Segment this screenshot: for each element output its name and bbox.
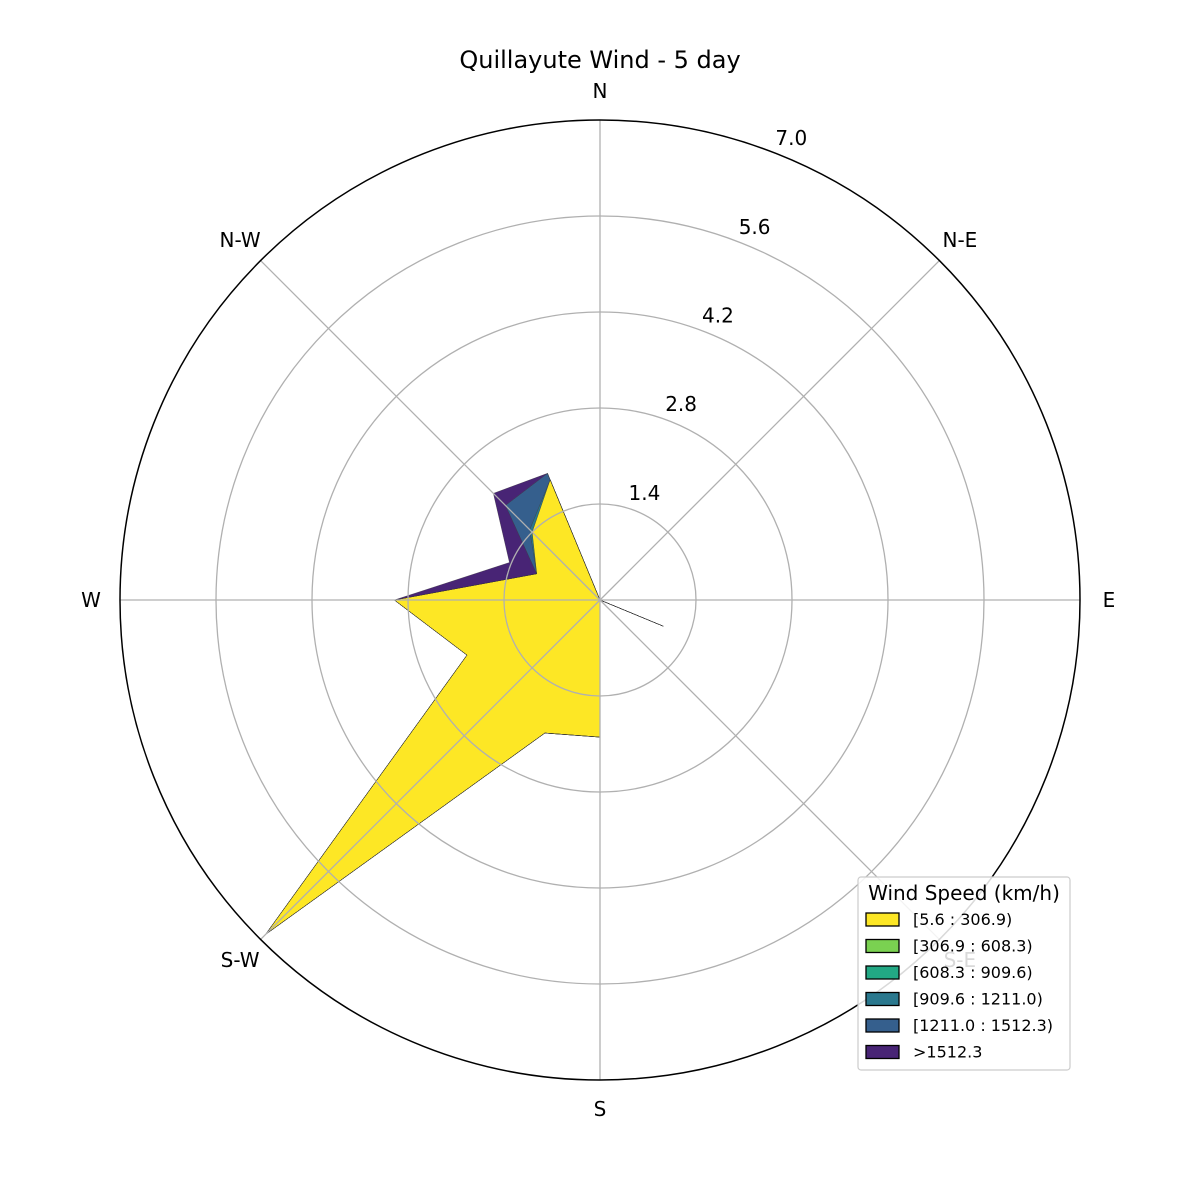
legend-label: [306.9 : 608.3) bbox=[913, 937, 1033, 956]
series-areas bbox=[265, 473, 663, 934]
legend-title: Wind Speed (km/h) bbox=[868, 881, 1060, 905]
direction-label-n-e: N-E bbox=[942, 228, 977, 252]
radial-tick-label: 2.8 bbox=[665, 392, 697, 416]
legend-swatch bbox=[866, 1019, 899, 1032]
direction-label-n-w: N-W bbox=[220, 228, 261, 252]
radial-tick-label: 4.2 bbox=[702, 303, 734, 327]
legend: Wind Speed (km/h) [5.6 : 306.9) [306.9 : … bbox=[858, 877, 1070, 1070]
legend-label: >1512.3 bbox=[913, 1043, 982, 1062]
legend-swatch bbox=[866, 966, 899, 979]
direction-label-e: E bbox=[1103, 588, 1116, 612]
legend-swatch bbox=[866, 993, 899, 1006]
radial-tick-label: 7.0 bbox=[775, 126, 807, 150]
legend-label: [909.6 : 1211.0) bbox=[913, 990, 1043, 1009]
radial-tick-label: 5.6 bbox=[739, 215, 771, 239]
legend-swatch bbox=[866, 1046, 899, 1059]
grid-spoke bbox=[261, 261, 600, 600]
legend-label: [5.6 : 306.9) bbox=[913, 910, 1012, 929]
grid-spoke bbox=[600, 261, 939, 600]
grid-spoke bbox=[261, 600, 600, 939]
area-5-6-306-9 bbox=[265, 480, 663, 935]
direction-label-s-w: S-W bbox=[221, 948, 260, 972]
legend-label: [608.3 : 909.6) bbox=[913, 963, 1033, 982]
legend-label: [1211.0 : 1512.3) bbox=[913, 1016, 1053, 1035]
direction-label-s: S bbox=[594, 1097, 607, 1121]
legend-swatch bbox=[866, 940, 899, 953]
radial-tick-label: 1.4 bbox=[628, 481, 660, 505]
legend-swatch bbox=[866, 913, 899, 926]
direction-label-n: N bbox=[593, 79, 608, 103]
direction-label-w: W bbox=[81, 588, 101, 612]
chart-title: Quillayute Wind - 5 day bbox=[459, 46, 740, 74]
